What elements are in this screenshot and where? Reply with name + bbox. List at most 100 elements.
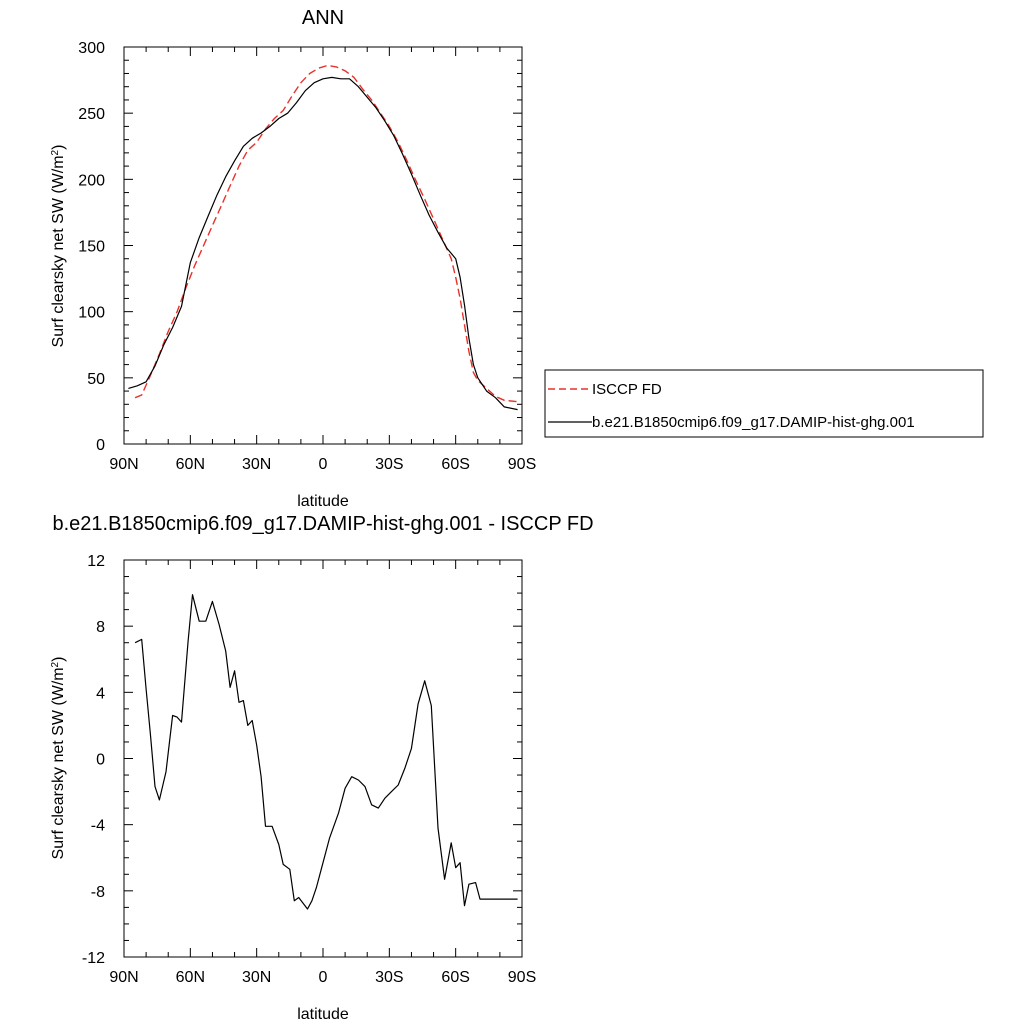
data-point [221,205,222,206]
data-point [420,195,421,196]
data-point [437,232,438,233]
data-point [411,748,412,749]
data-point [418,703,419,704]
x-tick-label: 30N [242,969,271,986]
data-point [177,311,178,312]
data-point [192,594,193,595]
legend-label: ISCCP FD [592,381,662,398]
data-point [384,798,385,799]
data-point [455,277,456,278]
data-point [517,899,518,900]
data-point [291,95,292,96]
data-point [307,908,308,909]
data-point [371,99,372,100]
x-tick-label: 0 [319,456,328,473]
data-point [278,844,279,845]
data-point [464,324,465,325]
data-point [517,409,518,410]
data-point [406,160,407,161]
data-point [473,364,474,365]
data-point [431,705,432,706]
data-point [172,715,173,716]
data-point [371,804,372,805]
legend-entry-isccp-fd: ISCCP FD [548,381,662,398]
data-point [305,90,306,91]
data-point [225,650,226,651]
data-point [336,66,337,67]
data-point [265,826,266,827]
y-tick-label: 100 [78,305,105,322]
data-point [289,869,290,870]
data-point [212,601,213,602]
legend-box [544,369,984,438]
data-point [402,154,403,155]
data-point [378,808,379,809]
data-point [261,132,262,133]
y-tick-label: 250 [78,106,105,123]
data-point [460,298,461,299]
chart-panel-difference: b.e21.B1850cmip6.f09_g17.DAMIP-hist-ghg.… [50,513,594,1023]
data-point [444,879,445,880]
data-point [146,381,147,382]
data-point [429,215,430,216]
data-point [504,400,505,401]
y-axis-label: Surf clearsky net SW (W/m2) [50,145,68,348]
data-point [504,899,505,900]
data-point [234,160,235,161]
axes-frame [123,559,523,958]
data-point [338,813,339,814]
data-point [362,89,363,90]
data-point [486,388,487,389]
plot-area-border [123,46,523,445]
data-point [181,722,182,723]
y-tick-label: -8 [91,884,105,901]
data-point [477,377,478,378]
data-point [345,788,346,789]
data-point [150,735,151,736]
data-point [424,680,425,681]
data-point [495,899,496,900]
data-point [199,621,200,622]
chart-title: b.e21.B1850cmip6.f09_g17.DAMIP-hist-ghg.… [52,513,593,535]
data-point [135,642,136,643]
data-point [165,771,166,772]
data-point [207,216,208,217]
data-point [329,837,330,838]
data-point [331,77,332,78]
data-point [424,199,425,200]
data-point [351,776,352,777]
y-tick-label: 0 [96,437,105,454]
x-tick-label: 60S [441,456,469,473]
series-line-model [128,76,518,411]
y-tick-label: -12 [82,950,105,967]
data-point [225,176,226,177]
data-point [141,639,142,640]
data-point [451,842,452,843]
data-point [451,258,452,259]
data-point [393,135,394,136]
data-point [376,107,377,108]
axes-frame [123,46,523,445]
data-point [468,884,469,885]
data-point [243,700,244,701]
ticks-layer: 90N 60N 30N 0 30S 60S 90S -12 -8 -4 0 4 8 12 [82,553,536,986]
data-point [154,365,155,366]
x-tick-label: 90N [109,456,138,473]
y-tick-label: 0 [96,752,105,769]
data-point [238,166,239,167]
data-point [234,670,235,671]
data-point [243,146,244,147]
data-point [177,717,178,718]
legend-label: b.e21.B1850cmip6.f09_g17.DAMIP-hist-ghg.… [592,414,915,431]
data-point [446,248,447,249]
data-point [205,621,206,622]
data-point [219,624,220,625]
series-line-difference [134,594,518,910]
x-tick-label: 60N [176,969,205,986]
data-point [256,142,257,143]
data-point [311,900,312,901]
data-point [238,702,239,703]
data-point [460,277,461,278]
data-point [340,78,341,79]
data-point [252,720,253,721]
